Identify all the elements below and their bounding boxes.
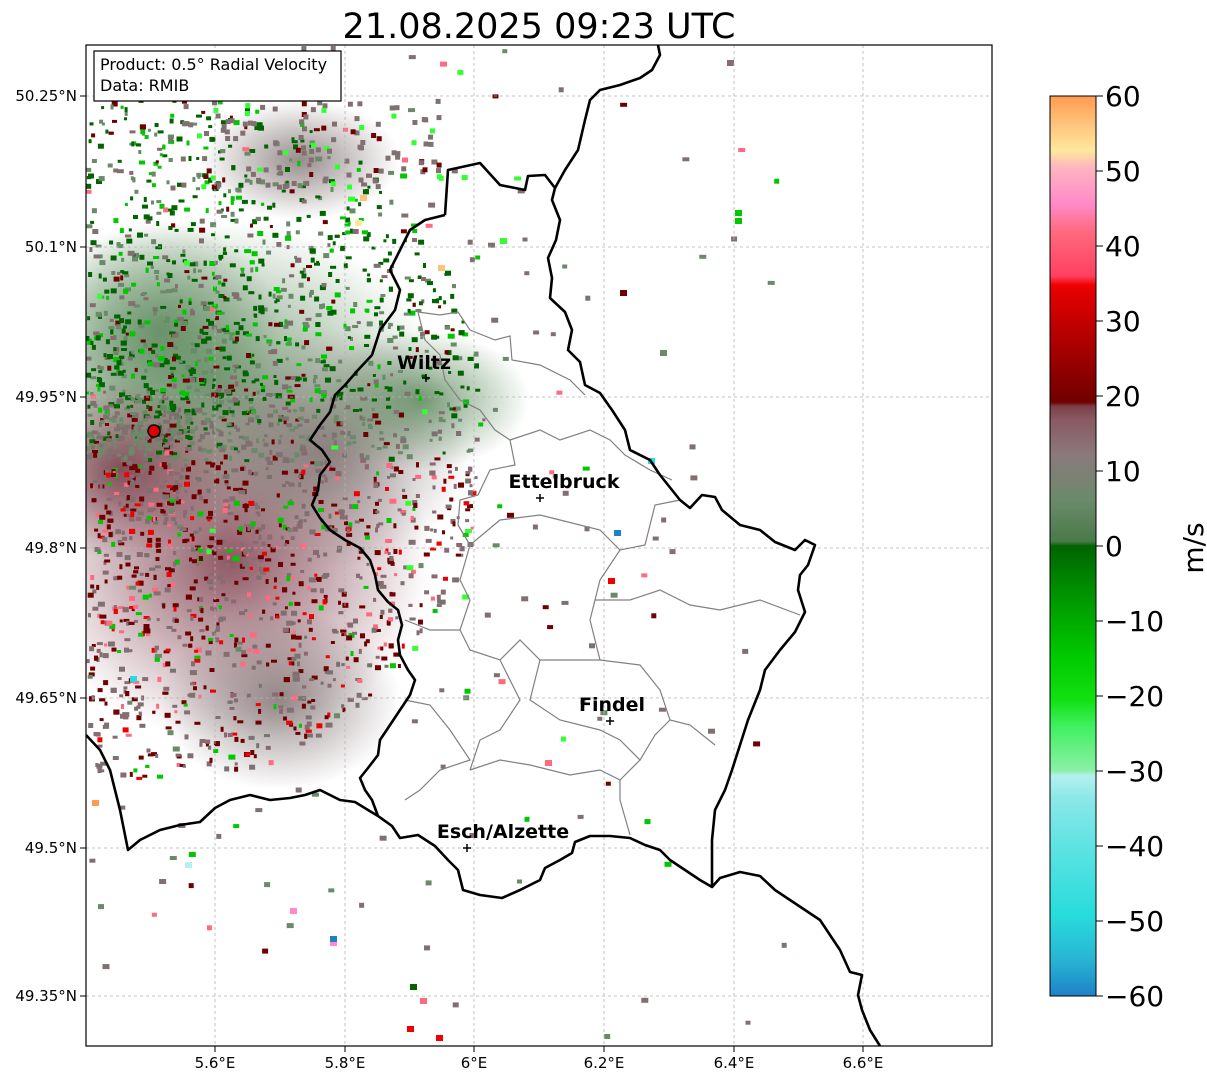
city-label-ettelbruck: Ettelbruck <box>509 471 620 493</box>
colorbar-tick-label: −40 <box>1105 830 1164 863</box>
map-frame <box>85 44 993 1047</box>
info-product: Product: 0.5° Radial Velocity <box>100 55 327 74</box>
colorbar-unit-label: m/s <box>1177 522 1207 573</box>
city-esch-alzette: Esch/Alzette <box>437 821 569 852</box>
grid-lines <box>86 45 992 1046</box>
y-tick-label: 49.65°N <box>15 689 77 707</box>
city-label-esch-alzette: Esch/Alzette <box>437 821 569 843</box>
colorbar-tick-label: 40 <box>1105 230 1141 263</box>
colorbar-tick-label: −10 <box>1105 605 1164 638</box>
y-tick-label: 49.35°N <box>15 987 77 1005</box>
map-area: Wiltz Ettelbruck Findel Esch/Alzette Pro… <box>85 44 993 1047</box>
y-tick-label: 50.25°N <box>15 87 77 105</box>
city-findel: Findel <box>579 694 645 725</box>
y-tick-label: 49.8°N <box>25 539 77 557</box>
y-tick-label: 49.95°N <box>15 388 77 406</box>
y-axis: 50.25°N 50.1°N 49.95°N 49.8°N 49.65°N 49… <box>15 87 86 1005</box>
national-borders <box>86 45 882 1046</box>
colorbar-tick-label: −30 <box>1105 755 1164 788</box>
colorbar-tick-label: 0 <box>1105 530 1123 563</box>
y-tick-label: 49.5°N <box>25 839 77 857</box>
radar-echo-pixels <box>86 46 787 1041</box>
info-box-frame <box>93 50 342 102</box>
colorbar-tick-label: 10 <box>1105 455 1141 488</box>
x-tick-label: 6.6°E <box>843 1054 884 1072</box>
city-marker-findel <box>606 717 614 725</box>
colorbar: 60 50 40 30 20 10 0 −10 −20 −30 −40 −50 −60 m/s <box>1049 80 1207 1013</box>
colorbar-tick-label: 60 <box>1105 80 1141 113</box>
y-tick-label: 50.1°N <box>25 238 77 256</box>
x-axis: 5.6°E 5.8°E 6°E 6.2°E 6.4°E 6.6°E <box>195 1046 884 1072</box>
x-tick-label: 6°E <box>461 1054 488 1072</box>
x-tick-label: 6.2°E <box>584 1054 625 1072</box>
x-tick-label: 5.6°E <box>195 1054 236 1072</box>
map-title: 21.08.2025 09:23 UTC <box>343 7 736 47</box>
city-marker-esch-alzette <box>463 844 471 852</box>
city-marker-ettelbruck <box>536 494 544 502</box>
city-label-findel: Findel <box>579 694 645 716</box>
x-tick-label: 5.8°E <box>325 1054 366 1072</box>
info-data-source: Data: RMIB <box>100 76 189 95</box>
colorbar-tick-label: 30 <box>1105 305 1141 338</box>
city-label-wiltz: Wiltz <box>397 352 451 374</box>
radar-site-marker <box>147 424 161 438</box>
city-wiltz: Wiltz <box>397 352 451 382</box>
city-ettelbruck: Ettelbruck <box>509 471 620 502</box>
colorbar-tick-label: −20 <box>1105 680 1164 713</box>
city-labels: Wiltz Ettelbruck Findel Esch/Alzette <box>397 352 645 852</box>
colorbar-tick-label: −60 <box>1105 980 1164 1013</box>
colorbar-tick-label: 20 <box>1105 380 1141 413</box>
colorbar-tick-label: −50 <box>1105 905 1164 938</box>
x-tick-label: 6.4°E <box>714 1054 755 1072</box>
colorbar-gradient <box>1049 95 1097 997</box>
canton-borders <box>404 311 801 836</box>
city-marker-wiltz <box>422 374 430 382</box>
colorbar-ticks: 60 50 40 30 20 10 0 −10 −20 −30 −40 −50 −60 <box>1096 80 1164 1013</box>
colorbar-tick-label: 50 <box>1105 155 1141 188</box>
info-box: Product: 0.5° Radial Velocity Data: RMIB <box>93 50 342 102</box>
